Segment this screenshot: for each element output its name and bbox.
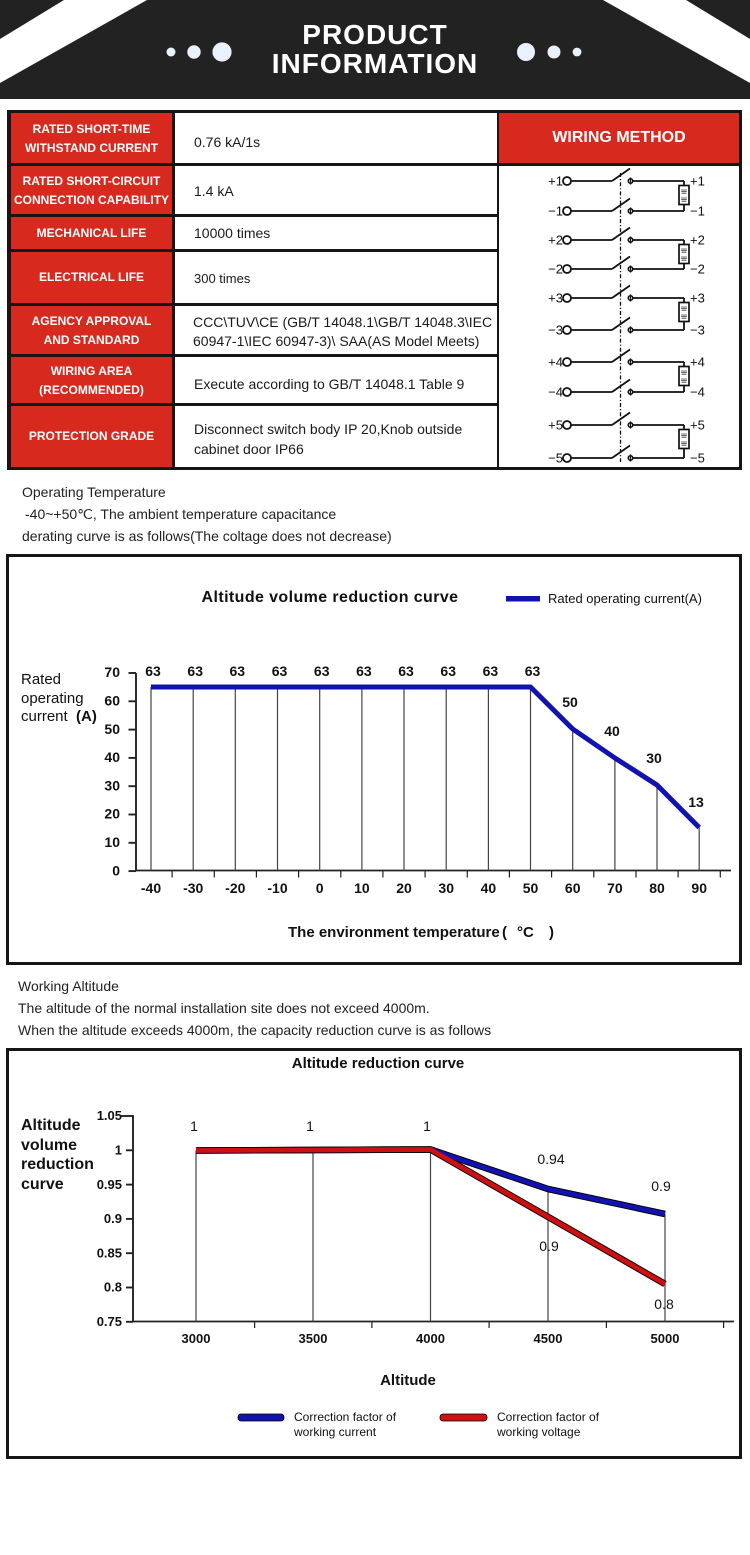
svg-text:): ): [549, 924, 554, 941]
svg-text:−2: −2: [548, 262, 563, 277]
svg-text:−5: −5: [690, 451, 705, 466]
svg-text:+4: +4: [690, 355, 705, 370]
svg-text:30: 30: [438, 880, 454, 896]
svg-text:0.85: 0.85: [97, 1245, 122, 1260]
svg-text:-40: -40: [141, 880, 161, 896]
svg-text:63: 63: [440, 663, 456, 679]
svg-text:1: 1: [115, 1143, 122, 1158]
svg-text:40: 40: [104, 749, 120, 765]
svg-text:working voltage: working voltage: [496, 1425, 581, 1439]
svg-text:70: 70: [104, 664, 120, 680]
svg-text:0.8: 0.8: [104, 1280, 122, 1295]
svg-text:-30: -30: [183, 880, 203, 896]
svg-text:−2: −2: [690, 262, 705, 277]
svg-text:Altitude: Altitude: [21, 1117, 81, 1134]
svg-text:+2: +2: [548, 233, 563, 248]
svg-text:1: 1: [423, 1118, 431, 1134]
svg-text:+5: +5: [690, 418, 705, 433]
svg-text:1.05: 1.05: [97, 1108, 122, 1123]
svg-text:0.9: 0.9: [539, 1238, 559, 1254]
svg-text:50: 50: [562, 694, 578, 710]
svg-text:20: 20: [104, 806, 120, 822]
svg-text:10: 10: [354, 880, 370, 896]
svg-text:+3: +3: [690, 291, 705, 306]
svg-text:50: 50: [523, 880, 539, 896]
svg-text:+1: +1: [548, 174, 563, 189]
svg-text:Rated operating current(A): Rated operating current(A): [548, 591, 702, 606]
svg-text:3000: 3000: [182, 1331, 211, 1346]
svg-text:curve: curve: [21, 1176, 64, 1193]
svg-text:5000: 5000: [651, 1331, 680, 1346]
svg-text:63: 63: [230, 663, 246, 679]
svg-text:90: 90: [691, 880, 707, 896]
svg-text:4500: 4500: [534, 1331, 563, 1346]
svg-text:Correction factor of: Correction factor of: [497, 1410, 600, 1424]
svg-text:0: 0: [316, 880, 324, 896]
svg-text:0.75: 0.75: [97, 1314, 122, 1329]
svg-text:0: 0: [112, 862, 120, 878]
svg-text:63: 63: [272, 663, 288, 679]
svg-text:−3: −3: [548, 323, 563, 338]
svg-text:Altitude: Altitude: [380, 1372, 436, 1389]
svg-text:0.95: 0.95: [97, 1177, 122, 1192]
svg-text:volume: volume: [21, 1137, 77, 1154]
svg-text:reduction: reduction: [21, 1156, 94, 1173]
svg-text:20: 20: [396, 880, 412, 896]
svg-text:50: 50: [104, 721, 120, 737]
svg-text:10: 10: [104, 834, 120, 850]
svg-text:The environment temperature: The environment temperature: [288, 924, 500, 941]
svg-text:30: 30: [646, 750, 662, 766]
svg-text:-10: -10: [267, 880, 287, 896]
svg-text:+2: +2: [690, 233, 705, 248]
svg-text:1: 1: [190, 1118, 198, 1134]
svg-text:40: 40: [604, 723, 620, 739]
svg-text:working current: working current: [293, 1425, 377, 1439]
svg-text:current (A): current (A): [21, 708, 97, 725]
svg-text:0.9: 0.9: [651, 1178, 671, 1194]
svg-text:1: 1: [306, 1118, 314, 1134]
svg-text:60: 60: [565, 880, 581, 896]
svg-text:°C: °C: [517, 924, 534, 941]
svg-text:+1: +1: [690, 174, 705, 189]
svg-text:0.9: 0.9: [104, 1211, 122, 1226]
svg-text:+4: +4: [548, 355, 563, 370]
svg-text:3500: 3500: [299, 1331, 328, 1346]
svg-text:Correction factor of: Correction factor of: [294, 1410, 397, 1424]
svg-text:+5: +5: [548, 418, 563, 433]
svg-text:Altitude reduction curve: Altitude reduction curve: [292, 1055, 465, 1072]
svg-text:−1: −1: [548, 204, 563, 219]
svg-text:−1: −1: [690, 204, 705, 219]
svg-text:63: 63: [145, 663, 161, 679]
svg-text:(: (: [502, 924, 507, 941]
svg-text:-20: -20: [225, 880, 245, 896]
svg-text:40: 40: [481, 880, 497, 896]
svg-text:−4: −4: [548, 385, 563, 400]
svg-text:63: 63: [187, 663, 203, 679]
svg-text:63: 63: [314, 663, 330, 679]
svg-text:−3: −3: [690, 323, 705, 338]
svg-text:63: 63: [525, 663, 541, 679]
svg-text:4000: 4000: [416, 1331, 445, 1346]
svg-text:63: 63: [356, 663, 372, 679]
svg-text:63: 63: [398, 663, 414, 679]
svg-text:−4: −4: [690, 385, 705, 400]
svg-text:30: 30: [104, 777, 120, 793]
svg-text:0.94: 0.94: [537, 1151, 564, 1167]
svg-text:70: 70: [607, 880, 623, 896]
svg-text:+3: +3: [548, 291, 563, 306]
svg-text:operating: operating: [21, 690, 84, 707]
svg-text:13: 13: [688, 794, 704, 810]
svg-text:80: 80: [649, 880, 665, 896]
svg-text:Altitude volume reduction curv: Altitude volume reduction curve: [202, 589, 459, 606]
svg-text:Rated: Rated: [21, 671, 61, 688]
svg-text:63: 63: [483, 663, 499, 679]
svg-text:60: 60: [104, 693, 120, 709]
svg-text:−5: −5: [548, 451, 563, 466]
svg-text:0.8: 0.8: [654, 1296, 674, 1312]
